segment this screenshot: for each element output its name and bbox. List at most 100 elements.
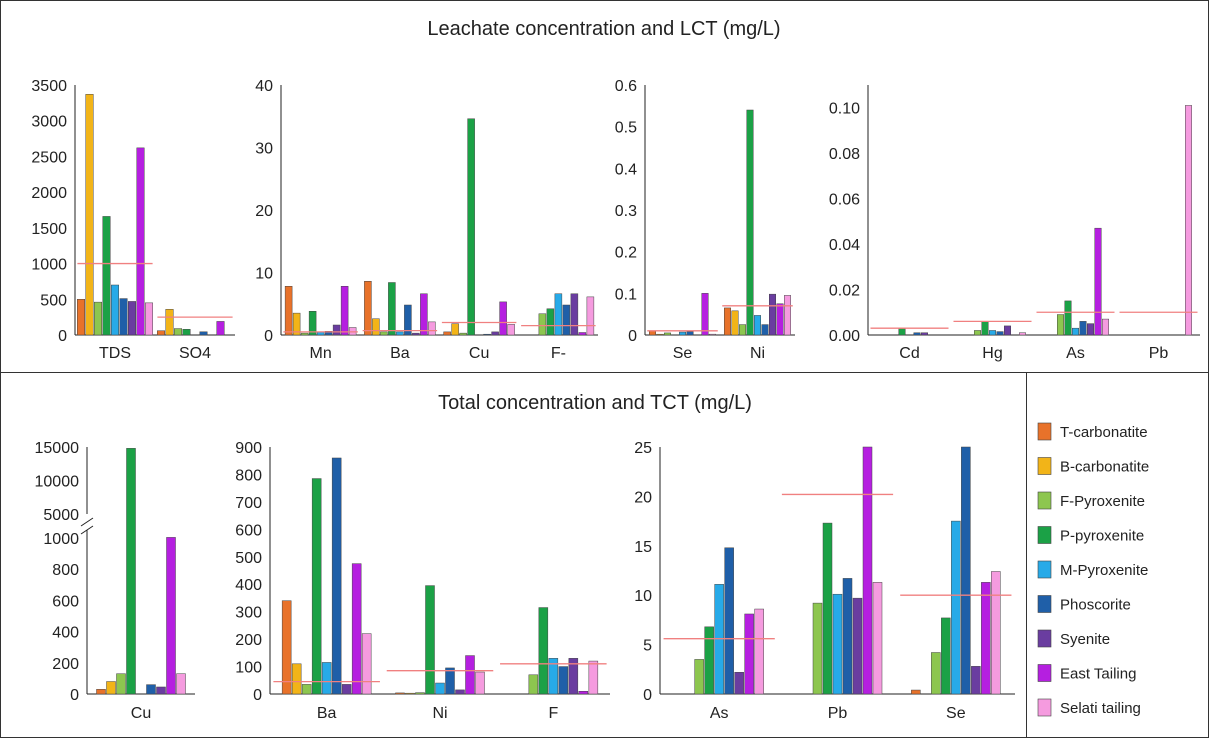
bar-Pb-M-Pyroxenite [832, 593, 843, 695]
bar-TDS-M-Pyroxenite [111, 284, 119, 336]
y-tick-label: 10 [634, 588, 652, 605]
legend-swatch [1037, 422, 1052, 441]
bottom-panel-title: Total concentration and TCT (mg/L) [438, 392, 752, 414]
bar-Se-B-carbonatite [656, 333, 664, 336]
bar-Pb-Selati tailing [1185, 105, 1192, 336]
bar-As-F-Pyroxenite [694, 659, 704, 695]
bar-TDS-Phoscorite [119, 298, 128, 336]
y-tick-label: 200 [235, 632, 262, 649]
bar-As-Selati tailing [754, 608, 764, 695]
bar-SO4-B-carbonatite [165, 309, 174, 336]
y-tick-label: 0.00 [829, 328, 860, 345]
bar-Se-East Tailing [701, 293, 709, 336]
bar-Mn-B-carbonatite [292, 312, 301, 336]
x-tick-label: SO4 [179, 345, 211, 362]
y-tick-label: 0.04 [829, 237, 860, 254]
bar-As-Selati tailing [1102, 318, 1109, 336]
bar-Cu-F-Pyroxenite [116, 673, 126, 695]
bar-Ba-M-Pyroxenite [396, 331, 404, 336]
y-tick-label: 0.5 [615, 120, 637, 137]
x-tick-label: Cu [131, 705, 151, 722]
y-tick-label: 0 [264, 328, 273, 345]
x-tick-label: Cd [899, 345, 919, 362]
bar-Se-Phoscorite [961, 446, 971, 695]
bar-F-East Tailing [578, 691, 589, 695]
bar-Ni-Syenite [455, 689, 465, 695]
x-tick-label: F- [551, 345, 566, 362]
axis-break-mark [80, 517, 94, 527]
legend-label: F-Pyroxenite [1060, 493, 1145, 510]
bar-Ba-Selati tailing [428, 321, 436, 336]
bar-Cd-Phoscorite [913, 332, 921, 336]
bar-F--East Tailing [578, 332, 587, 336]
y-tick-label: 0.3 [615, 203, 637, 220]
bar-SO4-P-pyroxenite [182, 329, 191, 336]
bottom-panel-frame [0, 372, 1027, 738]
y-tick-label: 0 [70, 687, 79, 704]
bar-Cu-B-carbonatite [451, 323, 459, 336]
top-panel-title: Leachate concentration and LCT (mg/L) [427, 18, 780, 40]
bar-F-F-Pyroxenite [528, 674, 539, 695]
bar-Cu-Phoscorite [483, 333, 491, 336]
legend-swatch [1037, 491, 1052, 510]
legend: T-carbonatite B-carbonatite F-Pyroxenite P-… [1037, 422, 1149, 717]
bar-TDS-T-carbonatite [77, 299, 85, 336]
bar-Mn-Syenite [332, 324, 341, 336]
y-tick-label: 500 [235, 550, 262, 567]
bar-F-P-pyroxenite [538, 607, 549, 695]
y-tick-label: 1000 [43, 531, 79, 548]
y-tick-label: 0.4 [615, 161, 637, 178]
y-tick-label: 1500 [31, 221, 67, 238]
bar-Ba-F-Pyroxenite [301, 684, 312, 695]
chart-7: 0 5 10 15 20 25 As Pb Se [634, 440, 1015, 722]
y-tick-label: 40 [255, 78, 273, 95]
legend-swatch [1037, 698, 1052, 717]
bar-Ni-B-carbonatite [731, 310, 739, 336]
bar-F-Syenite [568, 658, 579, 695]
bar-Pb-East Tailing [862, 446, 873, 695]
bar-Cu-Selati tailing [176, 673, 186, 695]
bar-Ni-M-Pyroxenite [754, 315, 761, 336]
bar-As-Syenite [1087, 323, 1094, 336]
bar-As-P-pyroxenite [704, 626, 714, 695]
y-tick-label: 20 [255, 203, 273, 220]
legend-swatch [1037, 457, 1052, 475]
x-tick-label: Ba [390, 345, 410, 362]
bar-Cu-B-carbonatite [106, 681, 116, 695]
x-tick-label: Pb [1149, 345, 1169, 362]
legend-label: Selati tailing [1060, 700, 1141, 717]
legend-swatch [1037, 664, 1052, 682]
bar-As-Phoscorite [1079, 321, 1087, 336]
y-tick-label: 10000 [35, 474, 80, 491]
y-tick-label: 400 [52, 625, 79, 642]
bar-Cd-Syenite [921, 332, 928, 336]
bar-Cu-East Tailing [499, 301, 507, 336]
bar-Ba-Syenite [341, 684, 352, 695]
y-tick-label: 20 [634, 489, 652, 506]
bar-Ba-P-pyroxenite [388, 282, 396, 336]
bar-Hg-M-Pyroxenite [989, 330, 996, 336]
bar-TDS-East Tailing [136, 147, 145, 336]
chart-6: 0 100 200 300 400 500 600 700 800 900 Ba Ni F [235, 440, 610, 722]
chart-2: 0 10 20 30 40 Mn Ba Cu F- [255, 78, 598, 362]
bar-SO4-F-Pyroxenite [174, 328, 182, 336]
bar-F-Phoscorite [558, 666, 569, 695]
bar-As-East Tailing [744, 613, 754, 695]
bar-Ni-Phoscorite [761, 324, 769, 336]
bar-Ni-East Tailing [465, 655, 475, 695]
y-tick-label: 900 [235, 440, 262, 457]
y-tick-label: 15000 [35, 440, 80, 457]
bar-Cu-T-carbonatite [96, 689, 106, 695]
legend-swatch [1037, 560, 1052, 579]
bar-Mn-P-pyroxenite [308, 311, 317, 336]
y-tick-label: 0.08 [829, 146, 860, 163]
bar-Pb-Phoscorite [842, 578, 853, 695]
y-tick-label: 30 [255, 141, 273, 158]
bar-Cd-P-pyroxenite [898, 327, 906, 336]
y-tick-label: 0 [253, 687, 262, 704]
bar-Ni-T-carbonatite [395, 692, 405, 695]
bar-Se-F-Pyroxenite [664, 332, 671, 336]
y-tick-label: 0.10 [829, 101, 860, 118]
bar-F--Phoscorite [562, 304, 571, 336]
